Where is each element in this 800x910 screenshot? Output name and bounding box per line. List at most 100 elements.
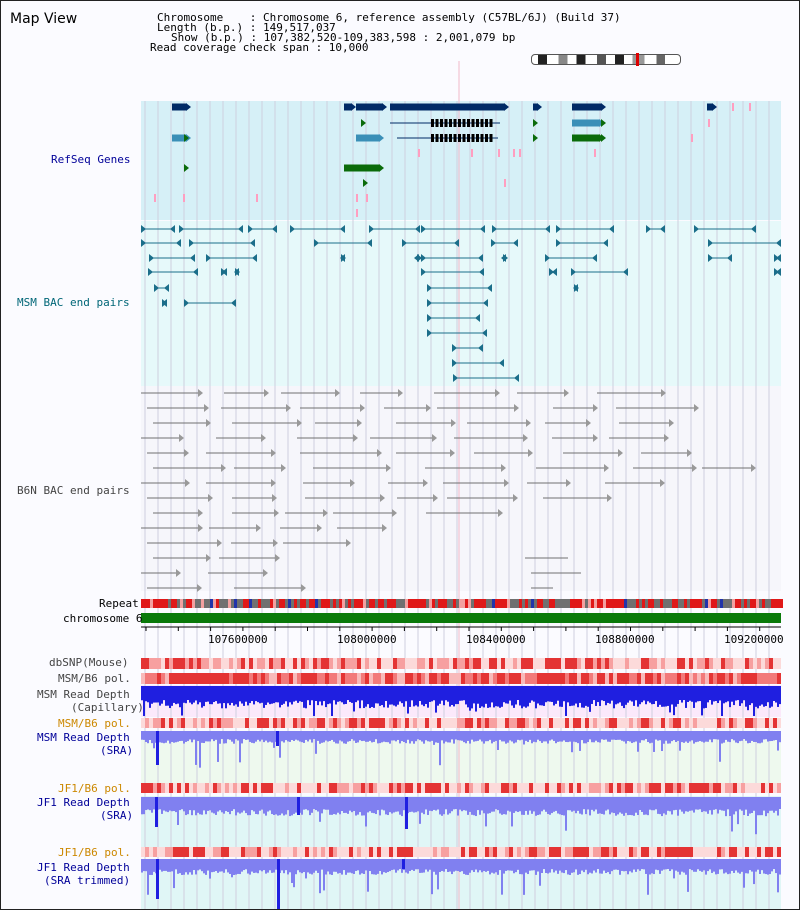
- polymorphism-cell: [169, 847, 173, 857]
- track-label-jf1-read-depth-trim[interactable]: JF1 Read Depth: [37, 861, 130, 874]
- track-label-b6n-bac[interactable]: B6N BAC end pairs: [17, 484, 130, 497]
- polymorphism-cell: [429, 718, 433, 728]
- chromosome-ideogram[interactable]: [531, 53, 681, 66]
- polymorphism-cell: [617, 718, 621, 728]
- read-depth-bar: [689, 686, 691, 701]
- polymorphism-cell: [181, 718, 185, 728]
- polymorphism-cell: [561, 673, 565, 684]
- read-depth-bar: [399, 686, 401, 702]
- gene-exon: [453, 119, 457, 127]
- read-depth-bar: [657, 797, 659, 814]
- read-depth-bar: [213, 859, 215, 872]
- track-label-msm-bac[interactable]: MSM BAC end pairs: [17, 296, 130, 309]
- read-depth-bar: [571, 859, 573, 873]
- read-depth-bar: [663, 686, 665, 707]
- polymorphism-cell: [213, 673, 217, 684]
- read-depth-bar: [755, 686, 757, 707]
- polymorphism-cell: [597, 658, 601, 669]
- polymorphism-cell: [393, 718, 397, 728]
- polymorphism-cell: [749, 673, 753, 684]
- repeat-segment: [762, 599, 765, 608]
- polymorphism-cell: [217, 673, 221, 684]
- bac-end-marker: [179, 434, 184, 442]
- polymorphism-cell: [257, 847, 261, 857]
- track-label-jf1-b6-pol[interactable]: JF1/B6 pol.: [58, 782, 131, 795]
- polymorphism-cell: [177, 718, 181, 728]
- read-depth-bar: [323, 797, 325, 810]
- track-label-msm-b6-pol[interactable]: MSM/B6 pol.: [58, 672, 131, 685]
- track-label-msm-read-depth-cap[interactable]: MSM Read Depth: [37, 688, 130, 701]
- polymorphism-cell: [337, 718, 341, 728]
- read-depth-bar: [501, 686, 503, 707]
- polymorphism-cell: [645, 658, 649, 669]
- polymorphism-cell: [289, 673, 293, 684]
- track-label-msm-read-depth-sra[interactable]: MSM Read Depth: [37, 731, 130, 744]
- polymorphism-cell: [565, 783, 569, 793]
- track-label-dbsnp[interactable]: dbSNP(Mouse): [49, 656, 129, 669]
- read-depth-bar: [757, 797, 759, 816]
- repeat-segment: [315, 599, 318, 608]
- polymorphism-cell: [689, 673, 693, 684]
- read-depth-bar: [721, 859, 723, 870]
- read-depth-bar: [677, 686, 679, 704]
- track-label-msm-b6-pol-sra[interactable]: MSM/B6 pol.: [58, 717, 131, 730]
- polymorphism-cell: [469, 658, 473, 669]
- bac-end-marker: [317, 524, 322, 532]
- read-depth-bar: [477, 731, 479, 741]
- read-depth-bar: [559, 731, 561, 742]
- read-depth-bar: [285, 731, 287, 741]
- read-depth-bar: [167, 731, 169, 741]
- polymorphism-cell: [733, 673, 737, 684]
- read-depth-bar: [587, 859, 589, 875]
- read-depth-bar: [457, 731, 459, 741]
- read-depth-bar: [585, 731, 587, 744]
- read-depth-bar: [205, 731, 207, 742]
- read-depth-bar: [169, 797, 171, 811]
- read-depth-bar: [235, 731, 237, 740]
- repeat-segment: [477, 599, 480, 608]
- polymorphism-cell: [577, 847, 581, 857]
- read-depth-bar: [413, 797, 415, 813]
- polymorphism-cell: [529, 847, 533, 857]
- read-depth-bar: [597, 859, 599, 870]
- read-depth-bar: [657, 859, 659, 871]
- read-depth-bar: [723, 797, 725, 811]
- read-depth-bar: [411, 859, 413, 870]
- polymorphism-cell: [257, 658, 261, 669]
- repeat-segment: [663, 599, 666, 608]
- track-label-repeat[interactable]: Repeat: [99, 597, 139, 610]
- polymorphism-cell: [717, 783, 721, 793]
- read-depth-bar: [685, 686, 687, 708]
- read-depth-bar: [241, 859, 243, 872]
- read-depth-bar: [567, 859, 569, 875]
- read-depth-bar: [409, 859, 411, 872]
- polymorphism-cell: [501, 658, 505, 669]
- polymorphism-cell: [221, 658, 225, 669]
- read-depth-bar: [431, 797, 433, 812]
- polymorphism-cell: [301, 718, 305, 728]
- track-label-refseq-genes[interactable]: RefSeq Genes: [51, 153, 131, 166]
- read-depth-bar: [333, 859, 335, 872]
- track-label-jf1-b6-pol-2[interactable]: JF1/B6 pol.: [58, 846, 131, 859]
- read-depth-bar: [513, 859, 515, 874]
- polymorphism-cell: [349, 658, 353, 669]
- track-label-chromosome[interactable]: chromosome 6: [63, 612, 143, 625]
- track-label-jf1-read-depth-sra[interactable]: JF1 Read Depth: [37, 796, 130, 809]
- polymorphism-cell: [561, 783, 565, 793]
- polymorphism-cell: [605, 718, 609, 728]
- read-depth-bar: [683, 686, 685, 701]
- polymorphism-cell: [709, 658, 713, 669]
- read-depth-bar: [275, 859, 277, 870]
- bac-end-marker: [208, 494, 213, 502]
- read-depth-bar: [707, 797, 709, 814]
- read-depth-bar: [773, 686, 775, 702]
- read-depth-bar: [279, 797, 281, 816]
- polymorphism-cell: [549, 718, 553, 728]
- read-depth-bar: [183, 859, 185, 875]
- polymorphism-cell: [769, 658, 773, 669]
- polymorphism-cell: [561, 847, 565, 857]
- read-depth-bar: [419, 686, 421, 702]
- repeat-segment: [636, 599, 639, 608]
- read-depth-bar: [637, 859, 639, 870]
